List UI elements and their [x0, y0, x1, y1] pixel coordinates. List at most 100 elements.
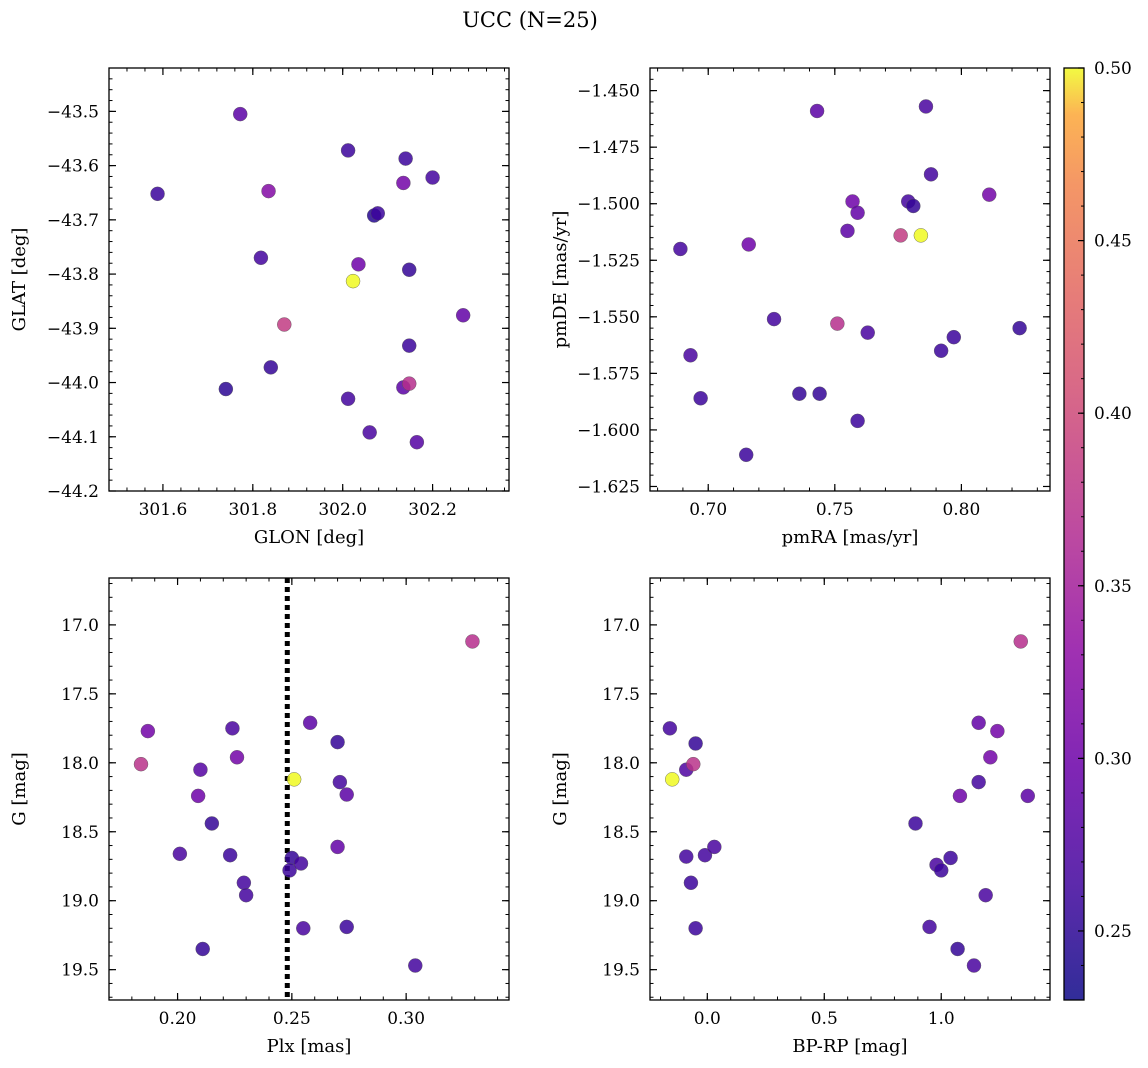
data-point [983, 750, 998, 765]
data-point [465, 634, 480, 649]
y-tick-label: −44.0 [47, 374, 99, 394]
data-point [707, 839, 722, 855]
data-point [693, 391, 708, 406]
x-axis-label: BP-RP [mag] [792, 1036, 907, 1057]
colorbar-tick-label: 0.25 [1094, 922, 1132, 942]
data-point [922, 919, 937, 935]
colorbar-gradient [1064, 68, 1084, 1000]
data-point [402, 338, 417, 353]
data-point [172, 846, 188, 862]
y-tick-label: −1.600 [577, 421, 640, 441]
data-point [1013, 634, 1028, 649]
data-point [812, 386, 827, 401]
data-point [345, 273, 361, 289]
x-axis-label: pmRA [mas/yr] [782, 527, 919, 548]
y-tick-label: 17.5 [61, 685, 99, 705]
y-tick-label: −1.450 [577, 82, 640, 102]
data-point [330, 839, 345, 855]
data-point [370, 206, 385, 221]
data-point [339, 919, 354, 935]
x-tick-label: 301.8 [228, 500, 277, 520]
data-point [952, 788, 968, 804]
x-tick-label: 302.2 [408, 500, 457, 520]
panel-pmra-pmde: 0.70 0.75 0.80 −1.625 −1.600 −1.575 −1.550 −1.5… [550, 67, 1051, 548]
data-point [766, 311, 782, 327]
data-point [263, 360, 278, 375]
data-point [195, 941, 210, 957]
figure-title: UCC (N=25) [462, 8, 598, 32]
data-point [302, 715, 318, 731]
colorbar-frame [1063, 67, 1085, 1001]
data-point [229, 750, 245, 765]
data-point [296, 921, 311, 936]
data-point [293, 856, 309, 871]
x-tick-label: 0.0 [694, 1009, 721, 1029]
y-tick-label: 17.5 [602, 685, 640, 705]
data-point [286, 772, 302, 787]
data-point [402, 376, 417, 391]
y-tick-label: 18.5 [602, 823, 640, 843]
data-point [238, 887, 254, 903]
y-tick-label: 17.0 [602, 616, 640, 636]
y-tick-label: −43.8 [47, 265, 99, 285]
minor-ticks [108, 578, 509, 1000]
data-point [140, 723, 156, 739]
colorbar: 0.25 0.30 0.35 0.40 0.45 0.50 [1063, 59, 1132, 1001]
data-point [809, 103, 825, 119]
data-point [330, 734, 345, 750]
data-point [261, 183, 276, 199]
data-point [332, 774, 348, 790]
x-tick-label: 0.30 [387, 1009, 425, 1029]
data-point [978, 887, 993, 903]
data-point [409, 434, 425, 450]
y-tick-label: −43.6 [47, 157, 99, 177]
data-point [741, 237, 756, 252]
data-point [277, 317, 292, 332]
data-point [408, 958, 423, 973]
y-tick-label: 19.0 [61, 892, 99, 912]
data-point [982, 187, 997, 202]
scatter-points [150, 106, 471, 450]
x-tick-label: 0.5 [811, 1009, 838, 1029]
data-point [950, 941, 965, 957]
data-point [792, 386, 807, 401]
data-point [906, 198, 921, 214]
axes-frame [108, 67, 510, 492]
scatter-points [662, 634, 1035, 973]
data-point [339, 787, 354, 802]
data-point [340, 143, 356, 158]
data-point [398, 151, 413, 166]
y-tick-label: 17.0 [61, 616, 99, 636]
axes-frame [649, 67, 1051, 492]
y-tick-label: −43.5 [47, 102, 99, 122]
data-point [990, 723, 1005, 739]
x-tick-label: 0.70 [689, 500, 727, 520]
data-point [236, 875, 252, 890]
x-tick-label: 0.80 [942, 500, 980, 520]
data-point [225, 721, 240, 736]
data-point [943, 850, 958, 866]
panel-plx-g: 0.20 0.25 0.30 17.0 17.5 18.0 18.5 19.0 19.5 Plx … [9, 577, 510, 1057]
y-tick-label: −1.500 [577, 195, 640, 215]
y-tick-label: 19.0 [602, 892, 640, 912]
data-point [739, 447, 754, 463]
data-point [253, 250, 269, 266]
data-point [683, 875, 699, 890]
x-axis-label: GLON [deg] [254, 527, 364, 548]
data-point [830, 316, 845, 331]
data-point [918, 99, 934, 114]
y-tick-label: −1.550 [577, 308, 640, 328]
data-point [688, 921, 703, 936]
data-point [190, 788, 206, 804]
data-point [686, 756, 701, 772]
data-point [673, 241, 688, 257]
data-point [425, 170, 440, 185]
data-point [683, 348, 698, 363]
y-tick-label: 18.0 [61, 754, 99, 774]
colorbar-tick-label: 0.35 [1094, 577, 1132, 597]
y-axis-label: pmDE [mas/yr] [550, 211, 571, 349]
panel-glon-glat: 301.6 301.8 302.0 302.2 −44.2 −44.1 −44.0 −43.9… [9, 67, 510, 548]
y-axis-label: G [mag] [550, 752, 571, 825]
panel-bprp-g: 0.0 0.5 1.0 17.0 17.5 18.0 18.5 19.0 19.5 BP-RP [… [550, 577, 1051, 1057]
